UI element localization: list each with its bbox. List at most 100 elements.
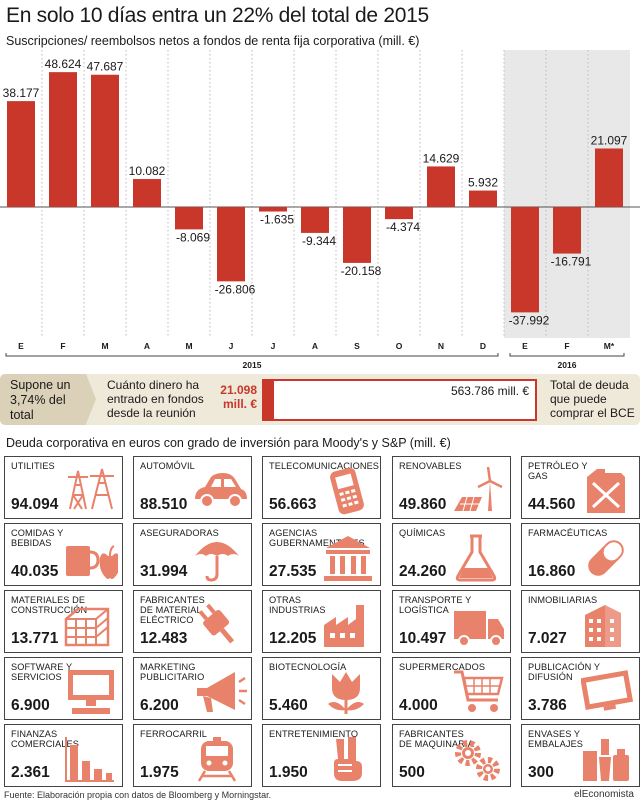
bar-5 [217,207,245,282]
plug-icon [198,603,235,644]
sector-value: 40.035 [11,563,59,580]
year-label-2015: 2015 [243,360,262,370]
sector-card: AGENCIAS GUBERNAMENTALES 27.535 [262,523,381,586]
sector-label: FABRICANTES DE MATERIAL ELÉCTRICO [140,595,205,625]
sector-value: 6.200 [140,697,179,714]
sector-label: AUTOMÓVIL [140,461,195,471]
jerrycan-icon [587,469,625,513]
government-building-icon [324,536,372,581]
sectors-title: Deuda corporativa en euros con grado de … [6,436,451,450]
sector-value: 5.460 [269,697,308,714]
computer-icon [68,670,114,714]
mobile-phone-icon [330,467,364,515]
sector-label: AGENCIAS GUBERNAMENTALES [269,528,365,548]
sector-label: ASEGURADORAS [140,528,219,538]
bce-share-text: Supone un 3,74% del total [0,374,86,425]
television-icon [581,670,634,711]
bar-6 [259,207,287,212]
sector-card: INMOBILIARIAS 7.027 [521,590,640,653]
sector-label: OTRAS INDUSTRIAS [269,595,326,615]
sector-label: FABRICANTES DE MAQUINARIA [399,729,474,749]
sector-label: QUÍMICAS [399,528,446,538]
sector-card: ENTRETENIMIENTO 1.950 [262,724,381,787]
shopping-cart-icon [454,670,504,712]
bar-8 [343,207,371,263]
sector-value: 44.560 [528,496,576,513]
category-label-11: D [480,341,486,351]
sector-card: SOFTWARE Y SERVICIOS 6.900 [4,657,123,720]
monthly-flows-bar-chart: 38.177 E 48.624 F 47.687 M 10.082 A -8.069 M -26.8… [0,50,640,370]
sector-label: TRANSPORTE Y LOGÍSTICA [399,595,472,615]
bce-arrow [86,374,96,424]
bar-3 [133,179,161,207]
sector-value: 13.771 [11,630,59,647]
sector-label: RENOVABLES [399,461,462,471]
category-label-1: F [60,341,65,351]
category-label-7: A [312,341,318,351]
bar-10 [427,166,455,207]
category-label-9: O [396,341,403,351]
sector-label: ENTRETENIMIENTO [269,729,359,739]
category-label-14: M* [604,341,615,351]
sector-value: 2.361 [11,764,50,781]
bar-12 [511,207,539,313]
sector-label: SOFTWARE Y SERVICIOS [11,662,73,682]
packaging-icon [583,739,629,781]
category-label-13: F [564,341,569,351]
factory-icon [324,605,364,647]
sector-label: PETRÓLEO Y GAS [528,461,588,481]
wind-solar-icon [454,467,503,512]
bar-13 [553,207,581,254]
bce-progress-fill [264,381,275,419]
category-label-3: A [144,341,150,351]
sector-label: MATERIALES DE CONSTRUCCIÓN [11,595,88,615]
sector-card: PETRÓLEO Y GAS 44.560 [521,456,640,519]
data-label-2: 47.687 [87,60,124,74]
sector-label: FINANZAS COMERCIALES [11,729,79,749]
sector-card: MATERIALES DE CONSTRUCCIÓN 13.771 [4,590,123,653]
sector-value: 4.000 [399,697,438,714]
data-label-1: 48.624 [45,57,82,71]
bar-14 [595,148,623,207]
bricks-icon [64,607,110,647]
umbrella-icon [195,542,239,582]
sector-value: 56.663 [269,496,317,513]
category-label-5: J [229,341,234,351]
sector-card: OTRAS INDUSTRIAS 12.205 [262,590,381,653]
car-icon [195,473,247,508]
bar-9 [385,207,413,220]
category-label-12: E [522,341,528,351]
sector-value: 6.900 [11,697,50,714]
sector-label: INMOBILIARIAS [528,595,598,605]
tulip-icon [328,672,364,714]
sector-value: 16.860 [528,563,576,580]
category-label-6: J [271,341,276,351]
sector-card: BIOTECNOLOGÍA 5.460 [262,657,381,720]
sector-label: ENVASES Y EMBALAJES [528,729,584,749]
category-label-10: N [438,341,444,351]
megaphone-icon [197,672,247,712]
category-label-2: M [101,341,108,351]
sector-card: ASEGURADORAS 31.994 [133,523,252,586]
sector-card: SUPERMERCADOS 4.000 [392,657,511,720]
apartment-building-icon [585,605,621,647]
sector-label: FERROCARRIL [140,729,207,739]
data-label-10: 14.629 [423,151,460,165]
sector-card: MARKETING PUBLICITARIO 6.200 [133,657,252,720]
sector-label: UTILITIES [11,461,55,471]
sector-card: PUBLICACIÓN Y DIFUSIÓN 3.786 [521,657,640,720]
category-label-4: M [185,341,192,351]
bar-0 [7,101,35,207]
gears-icon [455,740,500,781]
sector-label: PUBLICACIÓN Y DIFUSIÓN [528,662,600,682]
sector-value: 31.994 [140,563,188,580]
power-tower-icon [68,468,114,510]
sector-card: AUTOMÓVIL 88.510 [133,456,252,519]
bce-question: Cuánto dinero ha entrado en fondos desde… [107,378,204,420]
sector-label: SUPERMERCADOS [399,662,486,672]
sector-card: ENVASES Y EMBALAJES 300 [521,724,640,787]
bar-4 [175,207,203,230]
sector-card: FABRICANTES DE MATERIAL ELÉCTRICO 12.483 [133,590,252,653]
victory-hand-icon [334,737,362,781]
sector-value: 3.786 [528,697,567,714]
